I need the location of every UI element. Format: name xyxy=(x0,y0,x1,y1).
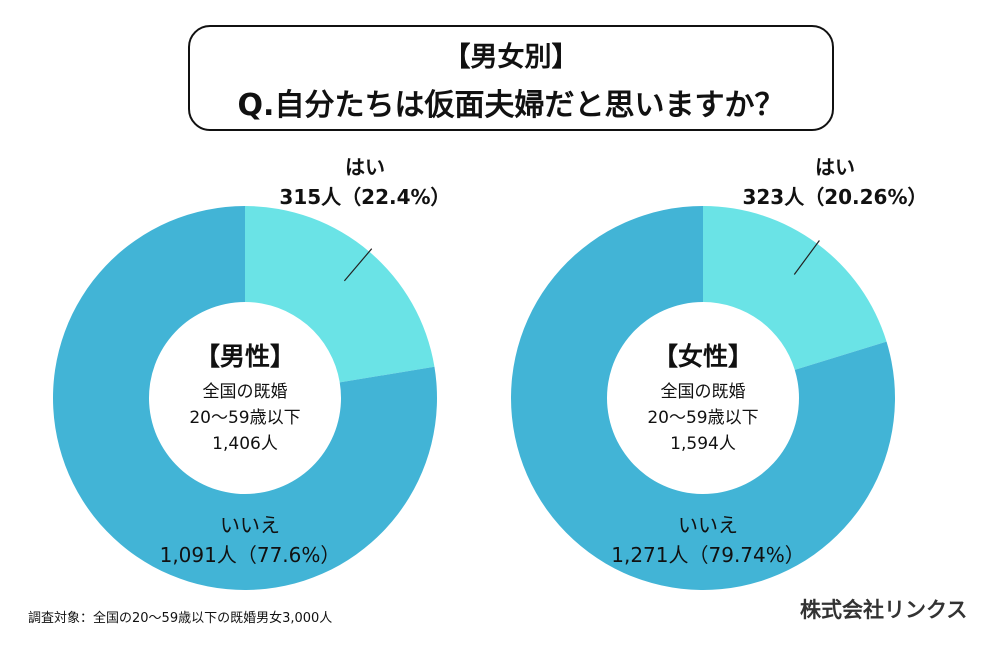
female-slice-no xyxy=(510,206,895,590)
company-name: 株式会社リンクス xyxy=(800,598,968,622)
center-line: 20〜59歳以下 xyxy=(647,408,759,428)
leader-line xyxy=(793,240,820,275)
female-center: 【女性】 全国の既婚 20〜59歳以下 1,594人 xyxy=(608,337,798,457)
center-title: 【男性】 xyxy=(194,342,295,371)
center-line: 1,594人 xyxy=(670,434,736,454)
female-no-label: いいえ 1,271人（79.74%） xyxy=(588,510,828,570)
slice-label: はい xyxy=(345,155,385,179)
slice-label: はい xyxy=(815,155,855,179)
center-line: 全国の既婚 xyxy=(660,382,746,402)
center-line: 1,406人 xyxy=(212,434,278,454)
slice-label: いいえ xyxy=(220,513,280,537)
slice-value: 315人（22.4%） xyxy=(279,185,451,209)
leader-line xyxy=(343,248,373,282)
title-box: 【男女別】 Q.自分たちは仮面夫婦だと思いますか？ xyxy=(188,25,834,131)
male-center: 【男性】 全国の既婚 20〜59歳以下 1,406人 xyxy=(150,337,340,457)
center-line: 全国の既婚 xyxy=(202,382,288,402)
slice-value: 323人（20.26%） xyxy=(742,185,928,209)
slice-label: いいえ xyxy=(678,513,738,537)
survey-note: 調査対象：全国の20〜59歳以下の既婚男女3,000人 xyxy=(28,611,333,626)
title-line2: Q.自分たちは仮面夫婦だと思いますか？ xyxy=(237,88,785,123)
male-yes-label: はい 315人（22.4%） xyxy=(265,152,465,212)
male-slice-no xyxy=(53,206,437,590)
center-title: 【女性】 xyxy=(652,342,753,371)
female-yes-label: はい 323人（20.26%） xyxy=(730,152,940,212)
male-slice-yes xyxy=(245,206,435,383)
center-line: 20〜59歳以下 xyxy=(189,408,301,428)
slice-value: 1,271人（79.74%） xyxy=(611,543,805,567)
slice-value: 1,091人（77.6%） xyxy=(159,543,341,567)
male-no-label: いいえ 1,091人（77.6%） xyxy=(140,510,360,570)
female-slice-yes xyxy=(703,206,887,370)
title-line1: 【男女別】 xyxy=(443,42,579,73)
